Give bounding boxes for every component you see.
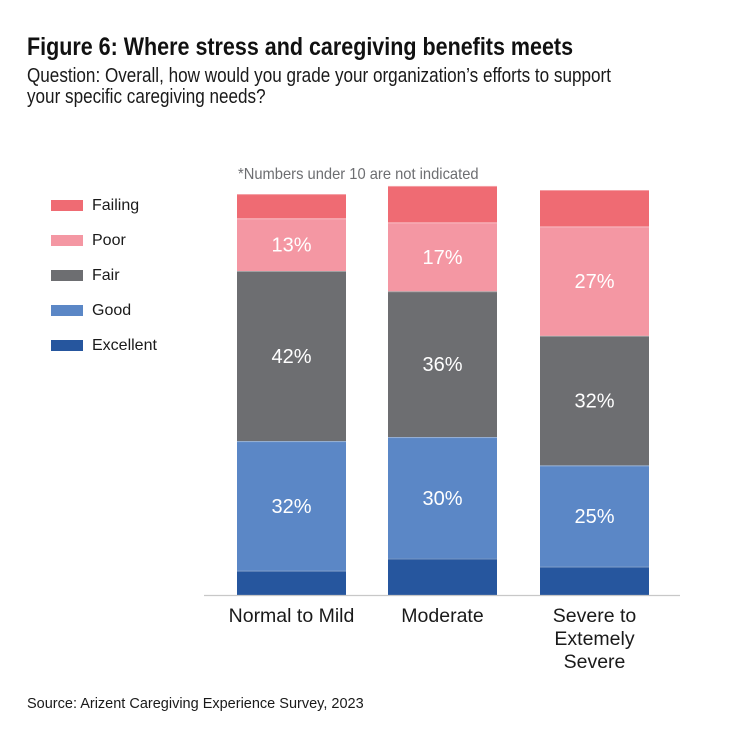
data-label-fair: 36% xyxy=(422,354,462,376)
segment-separator xyxy=(237,271,346,272)
legend-swatch-excellent xyxy=(51,340,83,351)
x-tick-label: Moderate xyxy=(401,605,483,627)
segment-separator xyxy=(388,291,497,293)
segment-separator xyxy=(540,226,649,228)
bar-segment-excellent xyxy=(237,570,346,595)
segment-separator xyxy=(237,194,346,196)
data-label-poor: 27% xyxy=(574,271,614,293)
bar-segment-excellent xyxy=(540,566,649,595)
legend-swatch-poor xyxy=(51,235,83,246)
bar-segment-fair xyxy=(388,291,497,438)
bar-segment-failing xyxy=(237,194,346,219)
bar-segment-fair xyxy=(237,271,346,442)
legend-swatch-fair xyxy=(51,270,83,281)
bar-group-normal-to-mild: 32% 42% 13% xyxy=(237,194,346,595)
segment-separator xyxy=(388,437,497,439)
legend-swatch-good xyxy=(51,305,83,316)
data-label-poor: 13% xyxy=(271,235,311,257)
source-note: Source: Arizent Caregiving Experience Su… xyxy=(27,696,364,712)
bar-group-severe-to-extemely-severe: 25% 32% 27% xyxy=(540,190,649,595)
x-tick-label: Severe to xyxy=(553,605,637,627)
legend-swatch-failing xyxy=(51,200,83,211)
bar-segment-excellent xyxy=(388,558,497,595)
data-label-poor: 17% xyxy=(422,247,462,269)
x-tick-label: Normal to Mild xyxy=(229,605,355,627)
segment-separator xyxy=(237,570,346,572)
segment-separator xyxy=(540,190,649,191)
data-label-fair: 32% xyxy=(574,391,614,413)
bar-group-moderate: 30% 36% 17% xyxy=(388,185,497,595)
data-label-good: 30% xyxy=(422,488,462,510)
x-tick-label: Severe xyxy=(564,651,626,673)
bar-segment-good xyxy=(540,465,649,567)
data-label-fair: 42% xyxy=(271,346,311,368)
segment-separator xyxy=(388,222,497,224)
bar-segment-poor xyxy=(388,222,497,292)
data-label-good: 25% xyxy=(574,506,614,528)
segment-separator xyxy=(388,558,497,560)
segment-separator xyxy=(540,566,649,568)
bar-segment-fair xyxy=(540,335,649,466)
segment-separator xyxy=(237,218,346,220)
chart-subtitle: Question: Overall, how would you grade y… xyxy=(27,66,694,108)
subtitle-line: your specific caregiving needs? xyxy=(27,86,266,108)
bar-segment-failing xyxy=(540,190,649,227)
subtitle-line: Question: Overall, how would you grade y… xyxy=(27,65,611,87)
x-tick-label: Extemely xyxy=(554,628,634,650)
legend-label-excellent: Excellent xyxy=(92,337,157,354)
segment-separator xyxy=(540,335,649,337)
bar-segment-good xyxy=(237,441,346,571)
segment-separator xyxy=(388,185,497,187)
chart-note: *Numbers under 10 are not indicated xyxy=(238,166,479,183)
legend-label-good: Good xyxy=(92,302,132,319)
segment-separator xyxy=(237,441,346,443)
legend-label-failing: Failing xyxy=(92,197,140,214)
bar-segment-failing xyxy=(388,185,497,223)
bar-segment-good xyxy=(388,437,497,559)
bar-segment-poor xyxy=(237,218,346,271)
bar-segment-poor xyxy=(540,226,649,336)
legend-label-fair: Fair xyxy=(92,267,120,284)
legend-label-poor: Poor xyxy=(92,232,126,249)
segment-separator xyxy=(540,465,649,467)
chart-title: Figure 6: Where stress and caregiving be… xyxy=(27,33,574,61)
data-label-good: 32% xyxy=(271,496,311,518)
